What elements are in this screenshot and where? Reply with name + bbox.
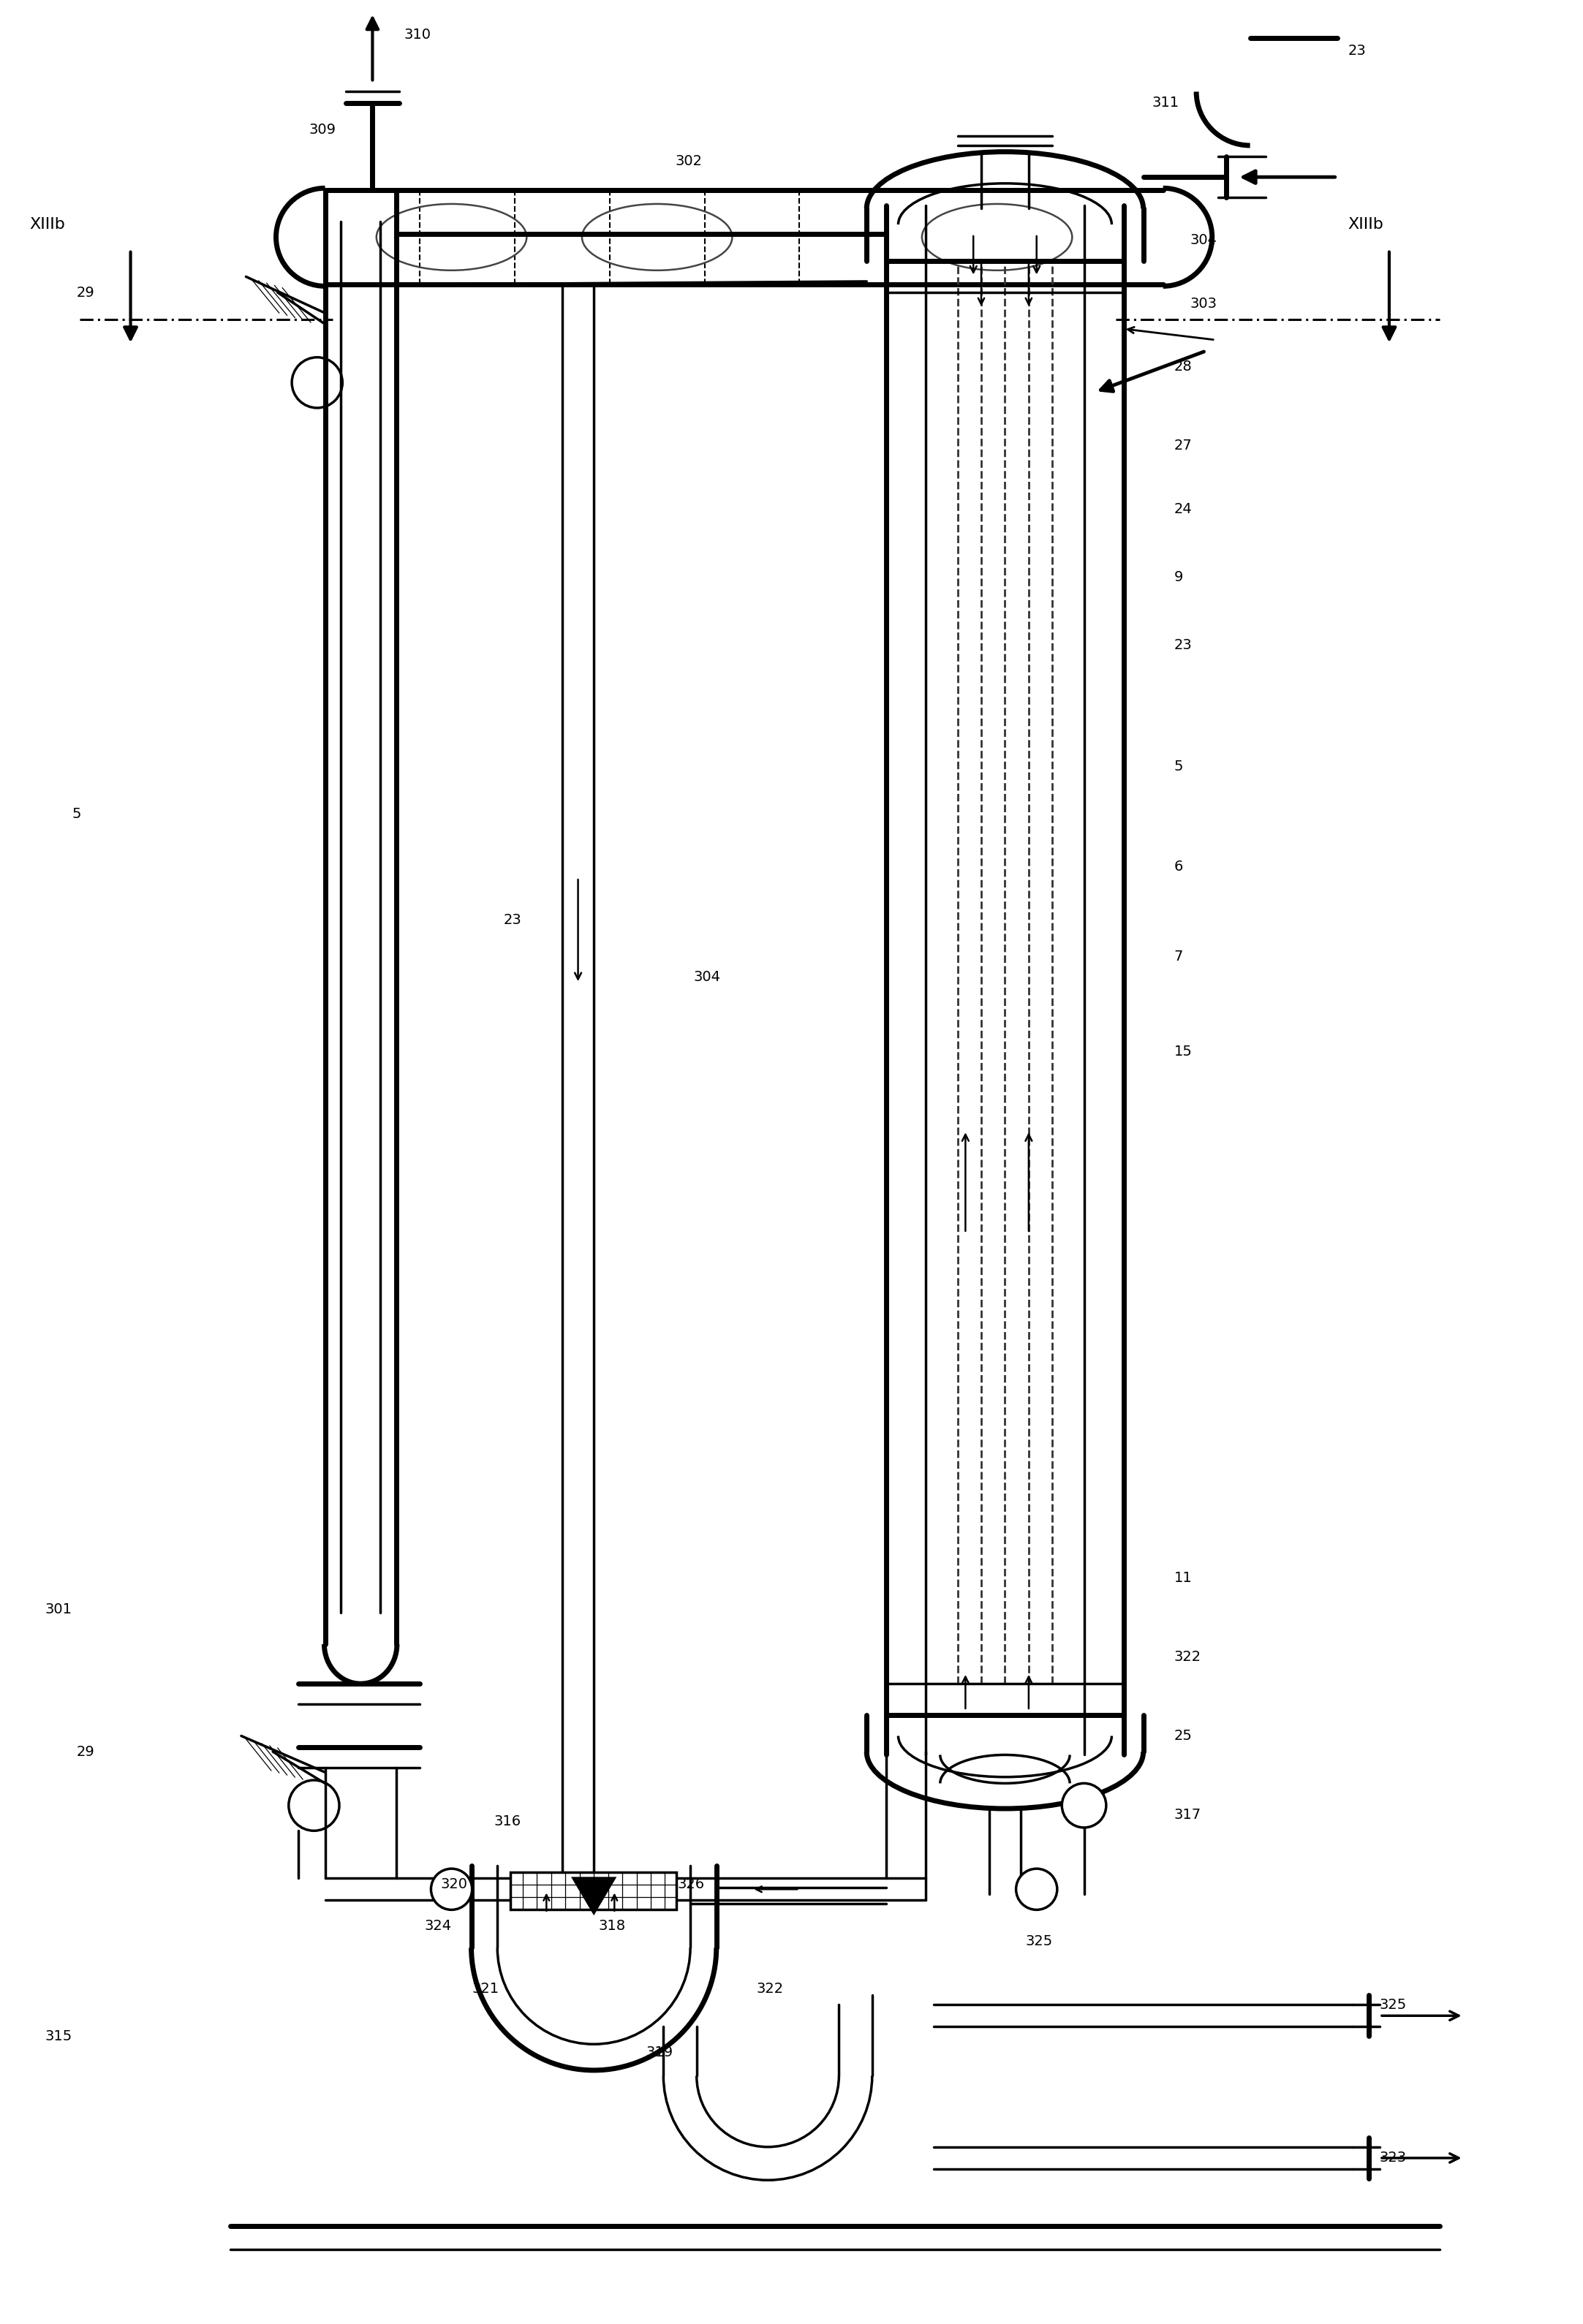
Text: 9: 9 (1175, 569, 1183, 583)
Text: 325: 325 (1026, 1934, 1053, 1948)
Text: 304: 304 (1190, 232, 1217, 246)
Text: 320: 320 (440, 1878, 467, 1892)
Text: 301: 301 (46, 1604, 73, 1618)
Text: 11: 11 (1175, 1571, 1192, 1585)
Bar (510, 1871, 676, 1910)
Text: 24: 24 (1175, 502, 1192, 516)
Text: 29: 29 (78, 286, 95, 300)
Text: 304: 304 (693, 969, 720, 983)
Text: 23: 23 (1175, 639, 1192, 653)
Text: 325: 325 (1380, 1999, 1407, 2013)
Text: 311: 311 (1152, 95, 1179, 109)
Text: 319: 319 (646, 2045, 673, 2059)
Text: 310: 310 (404, 28, 431, 42)
Text: 316: 316 (494, 1815, 521, 1829)
Text: 326: 326 (678, 1878, 704, 1892)
Text: 309: 309 (309, 123, 336, 137)
Text: 29: 29 (78, 1745, 95, 1759)
Text: 23: 23 (1349, 44, 1366, 58)
Text: 317: 317 (1175, 1808, 1201, 1822)
Text: 318: 318 (598, 1920, 625, 1934)
Text: 6: 6 (1175, 860, 1183, 874)
Polygon shape (575, 1880, 613, 1910)
Text: 323: 323 (1380, 2152, 1407, 2166)
Text: 27: 27 (1175, 439, 1192, 453)
Text: 322: 322 (757, 1982, 784, 1996)
Text: 25: 25 (1175, 1729, 1192, 1743)
Text: 302: 302 (676, 153, 703, 167)
Text: 15: 15 (1175, 1043, 1192, 1057)
Circle shape (1016, 1868, 1057, 1910)
Text: 28: 28 (1175, 360, 1192, 374)
Text: 7: 7 (1175, 951, 1183, 964)
Text: 303: 303 (1190, 297, 1217, 311)
Text: 321: 321 (472, 1982, 499, 1996)
Text: 23: 23 (503, 913, 522, 927)
Text: 5: 5 (1175, 760, 1184, 774)
Text: 315: 315 (46, 2029, 73, 2043)
Circle shape (1062, 1783, 1107, 1827)
Circle shape (431, 1868, 472, 1910)
Text: XIIIb: XIIIb (30, 216, 65, 232)
Text: 324: 324 (424, 1920, 451, 1934)
Text: XIIIb: XIIIb (1349, 216, 1384, 232)
Text: 5: 5 (73, 806, 81, 820)
Text: 322: 322 (1175, 1650, 1201, 1664)
